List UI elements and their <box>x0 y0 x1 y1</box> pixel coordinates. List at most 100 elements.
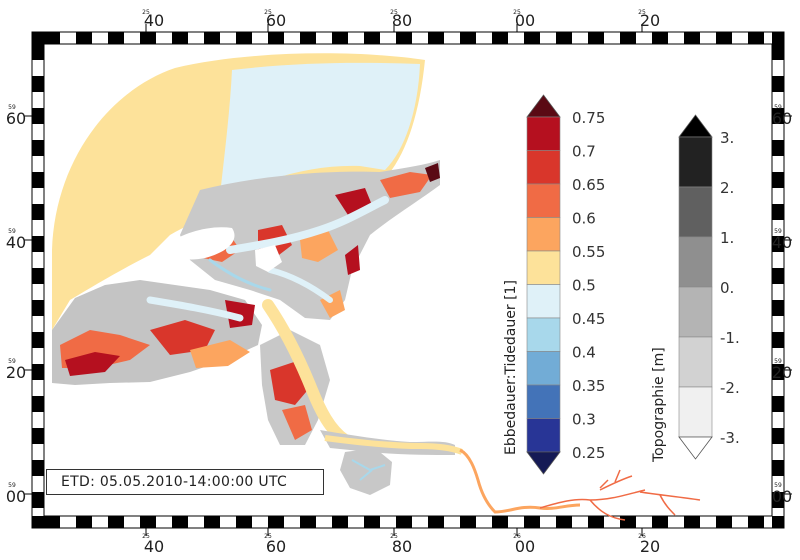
frame-segment <box>772 204 784 220</box>
frame-segment <box>140 516 156 528</box>
colorbar-ratio-label: 0.3 <box>572 411 596 429</box>
colorbar-ratio-segment <box>526 116 561 151</box>
frame-corner <box>772 32 784 44</box>
colorbar-topo-segment <box>678 136 713 188</box>
lon-tick-label: 80 <box>392 537 412 556</box>
frame-segment <box>32 268 44 284</box>
lat-tick-label: 60 <box>772 109 792 128</box>
frame-segment <box>76 32 92 44</box>
colorbar-ratio-title: Ebbedauer:Tidedauer [1] <box>503 280 519 455</box>
lat-tick-minutes: 59 <box>774 358 782 365</box>
frame-segment <box>772 492 784 508</box>
timestamp-box: ETD: 05.05.2010-14:00:00 UTC <box>46 469 324 495</box>
frame-segment <box>236 32 252 44</box>
colorbar-ratio-segment <box>526 317 561 352</box>
frame-segment <box>32 44 44 60</box>
lon-tick-minutes: 25 <box>513 9 521 16</box>
frame-segment <box>588 516 604 528</box>
frame-segment <box>772 300 784 316</box>
river-upstream <box>459 448 581 514</box>
frame-segment <box>772 236 784 252</box>
frame-segment <box>620 516 636 528</box>
map-area <box>52 53 701 521</box>
colorbar-ratio-segment <box>526 418 561 453</box>
lat-tick-minutes: 59 <box>8 228 16 235</box>
colorbar-ratio-label: 0.75 <box>572 109 605 127</box>
colorbar-ratio-label: 0.45 <box>572 310 605 328</box>
colorbar-ratio-segment <box>526 217 561 252</box>
lon-tick-minutes: 25 <box>638 9 646 16</box>
frame-segment <box>300 516 316 528</box>
lon-tick-label: 40 <box>144 11 164 30</box>
colorbar-ratio-segment <box>526 250 561 285</box>
lat-tick-minutes: 59 <box>774 228 782 235</box>
frame-segment <box>772 364 784 380</box>
frame-segment <box>396 516 412 528</box>
frame-segment <box>32 204 44 220</box>
colorbar-topo-label: 0. <box>720 279 734 297</box>
frame-segment <box>332 32 348 44</box>
frame-segment <box>172 32 188 44</box>
colorbar-ratio-label: 0.7 <box>572 143 596 161</box>
lat-tick-label: 00 <box>772 487 792 506</box>
colorbar-ratio-label: 0.55 <box>572 243 605 261</box>
colorbar-ratio-segment <box>526 284 561 319</box>
colorbar-topo-segment <box>678 286 713 338</box>
frame-segment <box>460 516 476 528</box>
colorbar-ratio-label: 0.65 <box>572 176 605 194</box>
colorbar-topo-label: 2. <box>720 179 734 197</box>
river-branches <box>539 469 701 521</box>
colorbar-topo-title: Topographie [m] <box>651 347 667 463</box>
colorbar-topo-label: -3. <box>720 429 740 447</box>
frame-segment <box>396 32 412 44</box>
frame-segment <box>364 32 380 44</box>
frame-segment <box>204 32 220 44</box>
colorbar-ratio-segment <box>526 150 561 185</box>
frame-segment <box>556 516 572 528</box>
frame-corner <box>32 32 44 44</box>
frame-segment <box>32 396 44 412</box>
lon-tick-label: 00 <box>515 11 535 30</box>
frame-segment <box>32 492 44 508</box>
lower-estuary-channel <box>324 435 464 455</box>
island-north <box>165 227 235 260</box>
frame-segment <box>140 32 156 44</box>
colorbar-topo-segment <box>678 336 713 388</box>
lon-tick-minutes: 25 <box>142 533 150 540</box>
frame-segment <box>748 32 764 44</box>
colorbar-topo-label: 1. <box>720 229 734 247</box>
frame-segment <box>684 516 700 528</box>
frame-segment <box>32 140 44 156</box>
frame-segment <box>556 32 572 44</box>
colorbar-topo: 3. 2. 1. 0. -1. -2. -3. <box>678 114 740 460</box>
lon-tick-label: 20 <box>640 537 660 556</box>
inner-domain-region <box>220 62 420 196</box>
frame-segment <box>460 32 476 44</box>
colorbar-ratio-under-triangle <box>526 451 561 475</box>
frame-segment <box>620 32 636 44</box>
frame-segment <box>32 428 44 444</box>
lat-tick-minutes: 59 <box>8 482 16 489</box>
frame-segment <box>772 396 784 412</box>
frame-segment <box>268 32 284 44</box>
lon-tick-label: 40 <box>144 537 164 556</box>
frame-segment <box>652 516 668 528</box>
lat-tick-label: 60 <box>6 109 26 128</box>
colorbar-topo-under-triangle <box>678 436 713 460</box>
lon-tick-label: 20 <box>640 11 660 30</box>
frame-segment <box>772 460 784 476</box>
frame-segment <box>76 516 92 528</box>
frame-segment <box>772 108 784 124</box>
colorbar-ratio-label: 0.35 <box>572 377 605 395</box>
frame-segment <box>492 32 508 44</box>
lat-tick-label: 40 <box>772 233 792 252</box>
colorbar-topo-label: -1. <box>720 329 740 347</box>
frame-segment <box>300 32 316 44</box>
colorbar-ratio: 0.75 0.7 0.65 0.6 0.55 0.5 0.45 0.4 0.35 0.3 0.25 <box>526 94 605 475</box>
frame-corner <box>32 516 44 528</box>
frame-segment <box>236 516 252 528</box>
colorbar-ratio-segment <box>526 384 561 419</box>
